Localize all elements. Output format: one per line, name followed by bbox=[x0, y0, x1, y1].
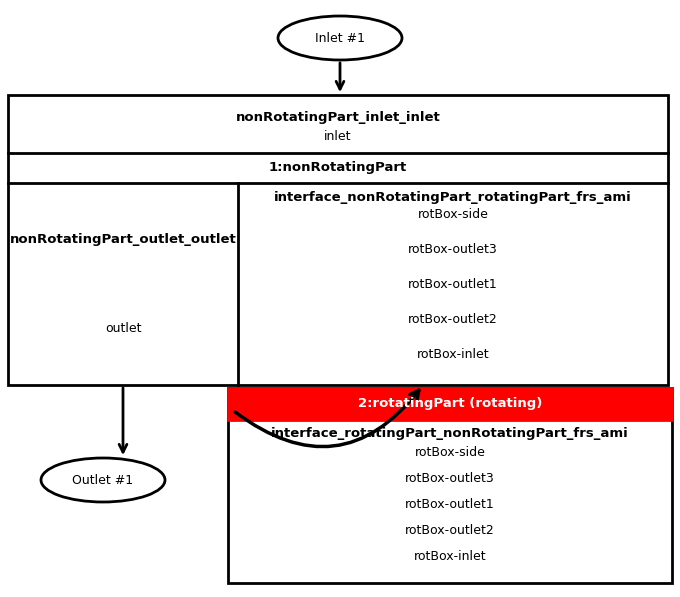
FancyArrowPatch shape bbox=[235, 390, 419, 447]
Text: rotBox-inlet: rotBox-inlet bbox=[413, 550, 486, 564]
Text: rotBox-outlet2: rotBox-outlet2 bbox=[408, 313, 498, 326]
Ellipse shape bbox=[41, 458, 165, 502]
Bar bbox=[228, 388, 672, 420]
Text: rotBox-side: rotBox-side bbox=[418, 208, 488, 221]
Bar bbox=[8, 95, 668, 385]
Text: rotBox-side: rotBox-side bbox=[415, 445, 486, 458]
Text: nonRotatingPart_inlet_inlet: nonRotatingPart_inlet_inlet bbox=[236, 110, 441, 124]
Text: interface_rotatingPart_nonRotatingPart_frs_ami: interface_rotatingPart_nonRotatingPart_f… bbox=[271, 427, 629, 441]
Ellipse shape bbox=[278, 16, 402, 60]
Text: nonRotatingPart_outlet_outlet: nonRotatingPart_outlet_outlet bbox=[10, 233, 237, 246]
Text: rotBox-outlet3: rotBox-outlet3 bbox=[405, 472, 495, 485]
Bar bbox=[228, 388, 672, 583]
Text: inlet: inlet bbox=[324, 130, 352, 143]
Text: Inlet #1: Inlet #1 bbox=[315, 32, 365, 45]
Text: Outlet #1: Outlet #1 bbox=[73, 473, 133, 487]
Text: rotBox-outlet3: rotBox-outlet3 bbox=[408, 244, 498, 256]
Text: outlet: outlet bbox=[105, 322, 141, 335]
Text: rotBox-outlet1: rotBox-outlet1 bbox=[408, 278, 498, 291]
Text: rotBox-outlet1: rotBox-outlet1 bbox=[405, 498, 495, 511]
Text: rotBox-inlet: rotBox-inlet bbox=[417, 347, 490, 361]
Text: 2:rotatingPart (rotating): 2:rotatingPart (rotating) bbox=[358, 398, 542, 411]
Text: 1:nonRotatingPart: 1:nonRotatingPart bbox=[269, 162, 407, 174]
Text: rotBox-outlet2: rotBox-outlet2 bbox=[405, 524, 495, 537]
Text: interface_nonRotatingPart_rotatingPart_frs_ami: interface_nonRotatingPart_rotatingPart_f… bbox=[274, 190, 632, 204]
